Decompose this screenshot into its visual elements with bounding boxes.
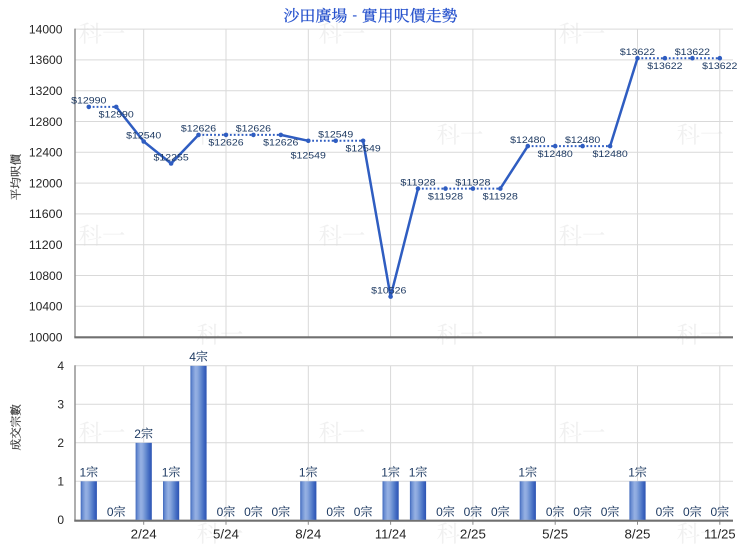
svg-text:1: 1 (409, 465, 416, 479)
svg-text:4: 4 (189, 350, 196, 364)
svg-text:0: 0 (601, 505, 608, 519)
svg-text:0: 0 (656, 505, 663, 519)
svg-text:$10526: $10526 (371, 285, 406, 296)
svg-text:4: 4 (57, 359, 64, 373)
svg-text:0: 0 (272, 505, 279, 519)
svg-text:1: 1 (381, 465, 388, 479)
svg-text:2: 2 (57, 436, 64, 450)
svg-text:0: 0 (683, 505, 690, 519)
svg-text:2/24: 2/24 (131, 528, 157, 542)
svg-text:$13622: $13622 (675, 47, 710, 58)
svg-text:0: 0 (546, 505, 553, 519)
svg-text:11200: 11200 (29, 238, 63, 252)
svg-text:$12626: $12626 (208, 138, 243, 149)
svg-text:$11928: $11928 (455, 177, 490, 188)
svg-text:13200: 13200 (29, 84, 63, 98)
svg-text:2/25: 2/25 (460, 528, 486, 542)
svg-text:-: - (352, 7, 357, 24)
svg-text:0: 0 (436, 505, 443, 519)
svg-text:0: 0 (217, 505, 224, 519)
svg-text:$12549: $12549 (318, 130, 353, 141)
svg-text:1: 1 (57, 475, 64, 489)
svg-text:0: 0 (354, 505, 361, 519)
svg-text:0: 0 (573, 505, 580, 519)
svg-text:$12549: $12549 (291, 151, 326, 162)
svg-text:8/25: 8/25 (625, 528, 651, 542)
svg-text:5/24: 5/24 (213, 528, 239, 542)
svg-text:1: 1 (162, 465, 169, 479)
svg-text:$11928: $11928 (483, 191, 518, 202)
svg-text:10800: 10800 (29, 269, 63, 283)
svg-text:$12626: $12626 (236, 124, 271, 135)
svg-text:12000: 12000 (29, 176, 63, 190)
svg-text:$12480: $12480 (593, 149, 628, 160)
svg-text:10400: 10400 (29, 300, 63, 314)
svg-text:$12480: $12480 (538, 149, 573, 160)
svg-text:$13622: $13622 (620, 47, 655, 58)
svg-text:13600: 13600 (29, 53, 63, 67)
svg-text:$12626: $12626 (181, 124, 216, 135)
svg-text:2: 2 (134, 427, 141, 441)
svg-text:12800: 12800 (29, 115, 63, 129)
svg-text:$13622: $13622 (702, 61, 737, 72)
svg-text:$12626: $12626 (263, 138, 298, 149)
svg-text:11/25: 11/25 (704, 528, 736, 542)
svg-text:0: 0 (57, 513, 64, 527)
svg-text:0: 0 (464, 505, 471, 519)
svg-text:3: 3 (57, 398, 64, 412)
svg-text:$12990: $12990 (99, 110, 134, 121)
svg-text:$11928: $11928 (400, 177, 435, 188)
svg-text:$12480: $12480 (565, 135, 600, 146)
svg-text:12400: 12400 (29, 146, 63, 160)
svg-text:0: 0 (711, 505, 718, 519)
svg-text:$11928: $11928 (428, 191, 463, 202)
svg-text:1: 1 (628, 465, 635, 479)
svg-text:$12540: $12540 (126, 130, 161, 141)
svg-text:$12990: $12990 (71, 96, 106, 107)
svg-text:0: 0 (244, 505, 251, 519)
svg-text:0: 0 (107, 505, 114, 519)
svg-text:1: 1 (518, 465, 525, 479)
svg-text:1: 1 (299, 465, 306, 479)
svg-text:0: 0 (326, 505, 333, 519)
svg-text:14000: 14000 (29, 22, 63, 36)
svg-text:11/24: 11/24 (375, 528, 407, 542)
svg-text:8/24: 8/24 (295, 528, 321, 542)
svg-text:0: 0 (491, 505, 498, 519)
svg-text:10000: 10000 (29, 330, 63, 344)
svg-text:1: 1 (80, 465, 87, 479)
svg-text:$12480: $12480 (510, 135, 545, 146)
svg-text:$12549: $12549 (346, 144, 381, 155)
svg-text:5/25: 5/25 (542, 528, 568, 542)
svg-text:$12255: $12255 (154, 152, 189, 163)
svg-text:$13622: $13622 (647, 61, 682, 72)
svg-text:11600: 11600 (29, 207, 63, 221)
